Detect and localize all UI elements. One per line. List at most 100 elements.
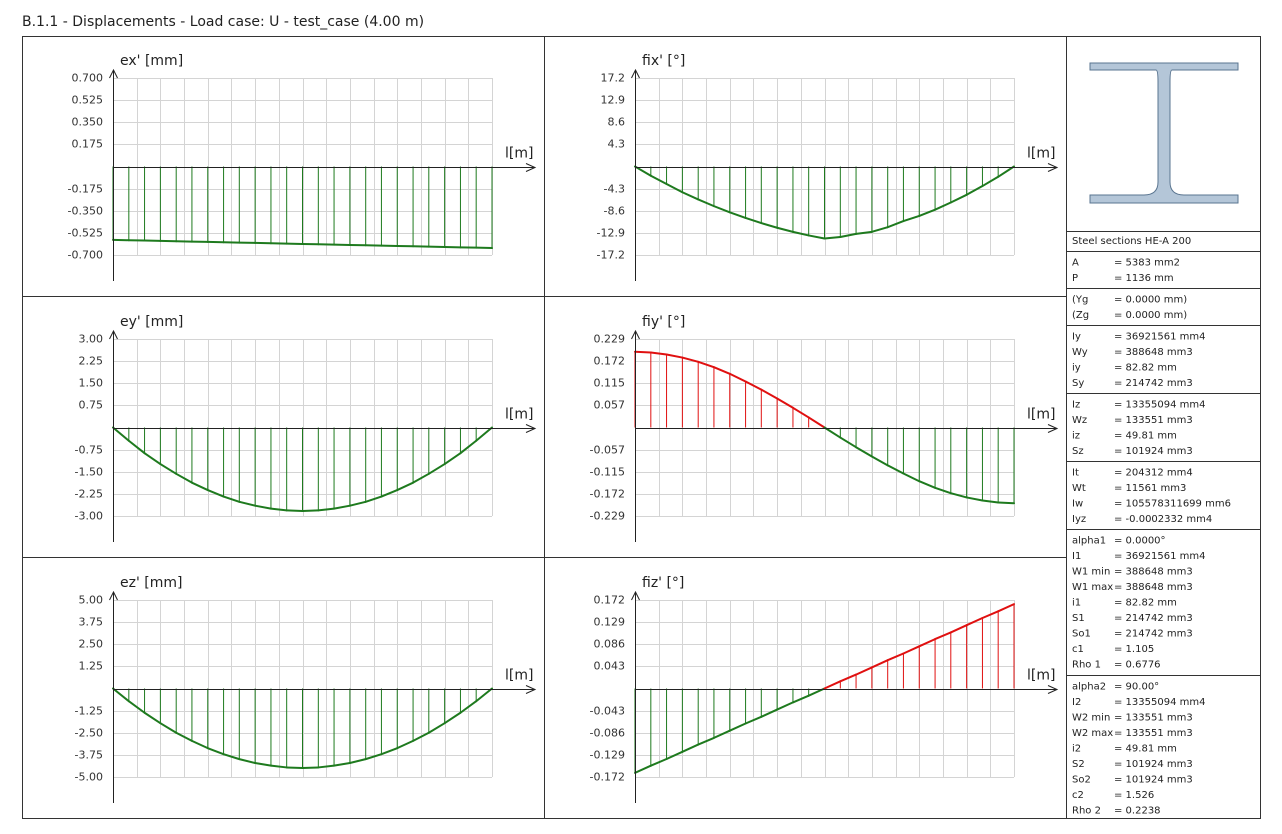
curve-segment xyxy=(475,426,493,442)
property-value: = 5383 mm2 xyxy=(1114,258,1180,269)
property-value: = 82.82 mm xyxy=(1114,363,1177,374)
curve-segment xyxy=(870,659,889,669)
curve-segment xyxy=(823,235,842,240)
chart: 0.172 0.129 0.086 0.043 -0.043 -0.086 -0.129 -0… xyxy=(590,575,1059,803)
y-tick-label: -0.043 xyxy=(590,705,625,718)
y-tick-label: -17.2 xyxy=(597,249,625,262)
y-tick-label: -2.25 xyxy=(75,488,103,501)
curve-segment xyxy=(159,463,178,475)
curve-segment xyxy=(459,700,478,714)
y-axis-label: fiy' [°] xyxy=(642,314,685,330)
property-value: = 0.6776 xyxy=(1114,660,1161,671)
curve-segment xyxy=(934,631,952,641)
y-tick-label: 0.175 xyxy=(72,138,104,151)
property-name: (Yg xyxy=(1072,295,1088,306)
curve-segment xyxy=(949,193,968,204)
property-name: alpha1 xyxy=(1072,536,1106,547)
property-name: alpha2 xyxy=(1072,682,1106,693)
property-value: = 0.0000 mm) xyxy=(1114,295,1187,306)
y-tick-label: 4.3 xyxy=(608,138,626,151)
y-tick-label: -0.229 xyxy=(590,510,625,523)
curve-segment xyxy=(902,472,921,483)
property-value: = 101924 mm3 xyxy=(1114,446,1193,457)
y-tick-label: -0.172 xyxy=(590,488,625,501)
curve-segment xyxy=(855,666,873,676)
property-value: = 49.81 mm xyxy=(1114,744,1177,755)
curve-segment xyxy=(791,230,810,237)
property-name: So1 xyxy=(1072,629,1091,640)
curve-segment xyxy=(175,731,193,742)
curve-segment xyxy=(728,722,747,732)
curve-segment xyxy=(807,416,826,429)
x-axis-label: l[m] xyxy=(505,668,533,684)
curve-segment xyxy=(112,687,130,703)
y-tick-label: 0.172 xyxy=(594,594,626,607)
curve-segment xyxy=(728,211,747,219)
property-value: = 11561 mm3 xyxy=(1114,483,1186,494)
property-value: = 82.82 mm xyxy=(1114,598,1177,609)
y-tick-label: 3.75 xyxy=(79,616,104,629)
x-axis-label: l[m] xyxy=(1027,407,1055,423)
x-axis-arrow xyxy=(525,163,537,172)
curve-segment xyxy=(649,174,668,185)
y-tick-label: -0.057 xyxy=(590,444,625,457)
x-axis-arrow xyxy=(525,424,537,433)
curve-segment xyxy=(760,222,779,229)
curve-segment xyxy=(206,489,225,498)
property-value: = 388648 mm3 xyxy=(1114,567,1193,578)
curve-segment xyxy=(981,499,1000,504)
property-value: = -0.0002332 mm4 xyxy=(1114,514,1212,525)
curve-segment xyxy=(981,175,1000,188)
curve-segment xyxy=(238,758,257,765)
section-title: Steel sections HE-A 200 xyxy=(1072,236,1191,247)
property-name: iy xyxy=(1072,363,1081,374)
y-axis-arrow xyxy=(631,590,640,601)
y-axis-label: fix' [°] xyxy=(642,53,685,69)
curve-segment xyxy=(459,439,478,455)
y-axis-label: fiz' [°] xyxy=(642,575,684,591)
curve-segment xyxy=(965,496,984,502)
property-name: Wy xyxy=(1072,347,1088,358)
curve-segment xyxy=(886,652,905,662)
y-axis-arrow xyxy=(109,590,118,601)
property-name: Iw xyxy=(1072,499,1083,510)
curve-segment xyxy=(364,495,383,503)
curve-segment xyxy=(760,708,779,718)
curve-segment xyxy=(348,758,367,765)
curve-segment xyxy=(918,638,937,648)
curve-segment xyxy=(744,216,763,225)
property-value: = 0.0000 mm) xyxy=(1114,310,1187,321)
curve-segment xyxy=(870,226,889,233)
property-value: = 214742 mm3 xyxy=(1114,613,1193,624)
curve-segment xyxy=(665,353,684,359)
curve-segment xyxy=(380,489,399,498)
curve-segment xyxy=(159,722,178,734)
property-name: Iy xyxy=(1072,332,1081,343)
property-value: = 133551 mm3 xyxy=(1114,728,1193,739)
property-name: Wt xyxy=(1072,483,1086,494)
section-shape xyxy=(1089,62,1239,204)
property-value: = 388648 mm3 xyxy=(1114,347,1193,358)
y-tick-label: 0.525 xyxy=(72,94,104,107)
chart: 5.00 3.75 2.50 1.25 -1.25 -2.50 -3.75 -5.00 ez' … xyxy=(75,575,537,803)
property-value: = 13355094 mm4 xyxy=(1114,697,1205,708)
curve-segment xyxy=(949,492,968,499)
curve-segment xyxy=(206,747,225,756)
curve-segment xyxy=(127,700,146,714)
y-tick-label: 0.700 xyxy=(72,72,104,85)
frame xyxy=(22,36,1261,819)
y-tick-label: 0.129 xyxy=(594,616,626,629)
property-name: Rho 1 xyxy=(1072,660,1101,671)
curve-segment xyxy=(902,645,921,655)
property-name: S2 xyxy=(1072,759,1085,770)
chart: 3.00 2.25 1.50 0.75 -0.75 -1.50 -2.25 -3.00 ey' … xyxy=(75,314,537,542)
curve-segment xyxy=(855,446,873,458)
curve-segment xyxy=(997,603,1015,613)
property-name: It xyxy=(1072,468,1079,479)
y-tick-label: -12.9 xyxy=(597,227,625,240)
property-name: c2 xyxy=(1072,790,1084,801)
y-tick-label: 5.00 xyxy=(79,594,104,607)
y-tick-label: 17.2 xyxy=(601,72,626,85)
outer-border xyxy=(22,36,1261,819)
